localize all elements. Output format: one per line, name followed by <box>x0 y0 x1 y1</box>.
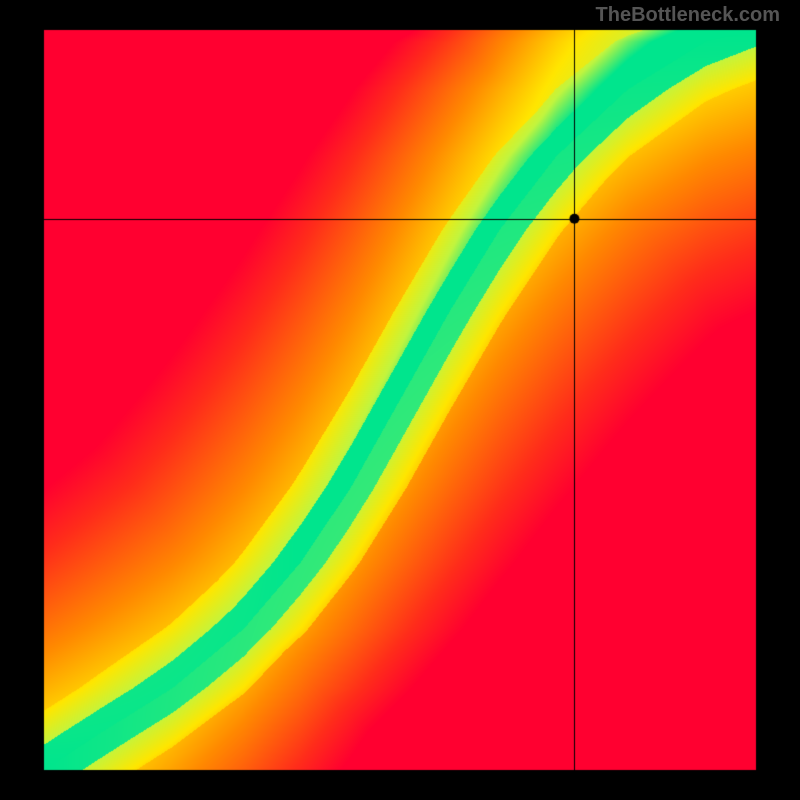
chart-root: TheBottleneck.com <box>0 0 800 800</box>
watermark-text: TheBottleneck.com <box>596 4 780 27</box>
heatmap-canvas <box>0 0 800 800</box>
